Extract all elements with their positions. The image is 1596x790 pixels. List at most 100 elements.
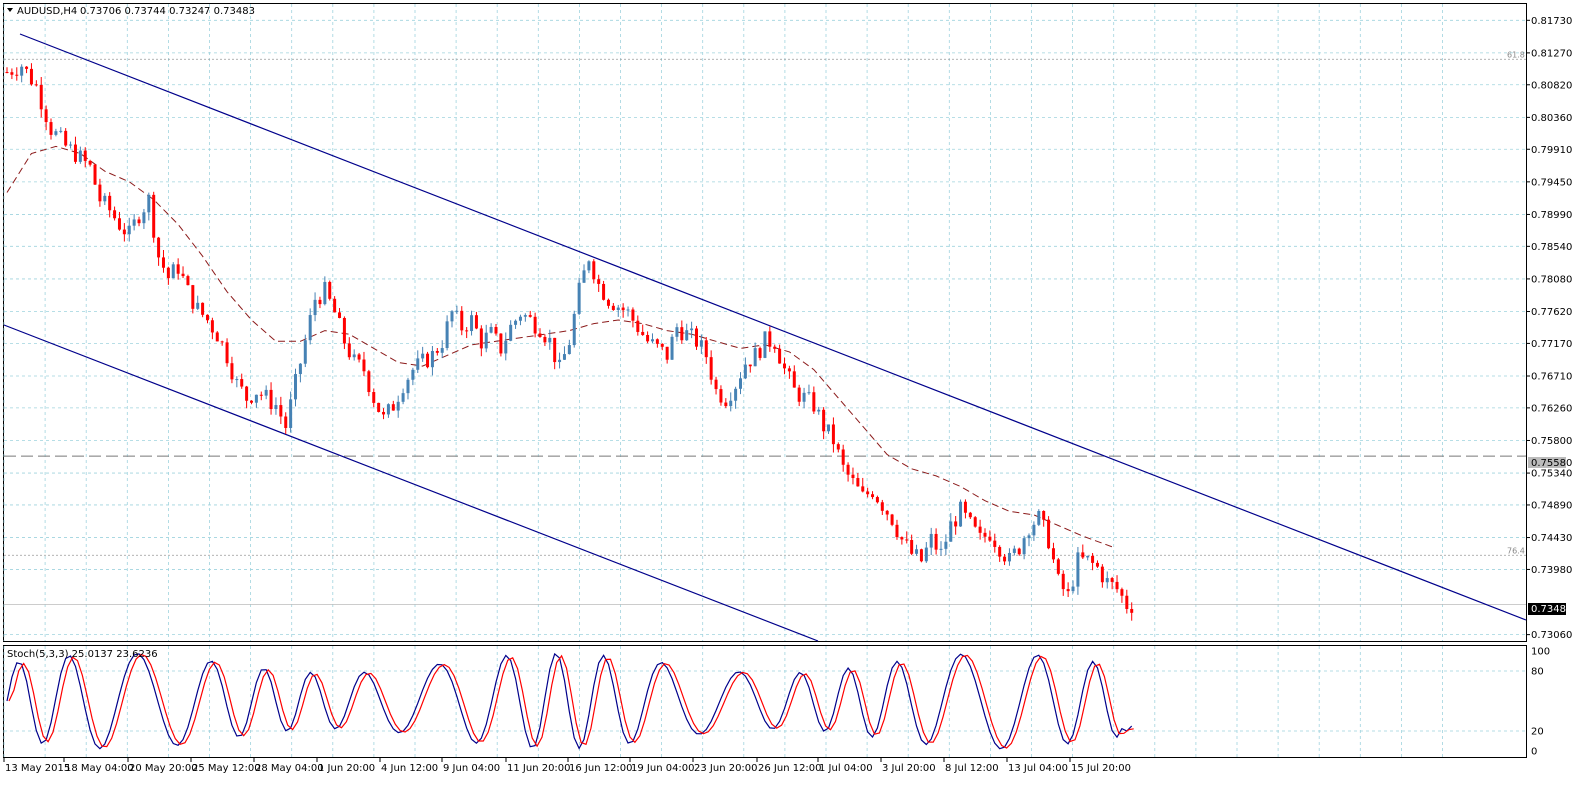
- candle-body: [1066, 589, 1070, 592]
- candle-body: [538, 333, 542, 337]
- candle-body: [1110, 578, 1114, 582]
- candle-body: [313, 299, 317, 316]
- candle-body: [20, 66, 24, 76]
- stoch-main-line: [6, 652, 1133, 750]
- candle-body: [973, 517, 977, 527]
- candle-body: [357, 354, 361, 360]
- dropdown-triangle-icon[interactable]: [7, 8, 13, 12]
- candle-body: [69, 144, 73, 146]
- candle-body: [734, 388, 738, 401]
- candle-body: [230, 363, 234, 380]
- moving-average-line: [6, 145, 1113, 548]
- candle-body: [665, 346, 669, 360]
- candle-body: [367, 371, 371, 393]
- candle-body: [73, 144, 77, 162]
- indicator-plot-frame: [3, 645, 1527, 758]
- candle-body: [1086, 555, 1090, 558]
- candle-body: [548, 337, 552, 343]
- x-tick-label: 13 May 2015: [5, 763, 70, 774]
- candle-body: [875, 497, 879, 503]
- candle-body: [905, 539, 909, 541]
- candle-body: [528, 315, 532, 317]
- indicator-tick-label: 20: [1531, 727, 1544, 738]
- candle-body: [1022, 538, 1026, 555]
- candle-body: [592, 261, 596, 280]
- y-tick-label: 0.79450: [1531, 177, 1572, 188]
- x-tick-label: 25 May 12:00: [192, 763, 261, 774]
- candle-body: [797, 387, 801, 402]
- candle-body: [944, 541, 948, 549]
- candle-body: [822, 409, 826, 432]
- candle-body: [264, 389, 268, 396]
- candle-body: [763, 331, 767, 358]
- candle-body: [694, 328, 698, 347]
- price-levels: 61.8 76.4: [4, 50, 1526, 606]
- x-tick-label: 19 Jun 04:00: [631, 763, 695, 774]
- candle-body: [959, 501, 963, 527]
- candle-body: [1056, 559, 1060, 574]
- candle-body: [83, 150, 87, 161]
- x-tick-label: 13 Jul 04:00: [1008, 763, 1068, 774]
- candle-body: [929, 533, 933, 548]
- candle-body: [382, 411, 386, 415]
- candle-body: [186, 276, 190, 286]
- x-tick-label: 26 Jun 12:00: [758, 763, 822, 774]
- candle-body: [1007, 552, 1011, 562]
- candle-body: [504, 340, 508, 354]
- candle-body: [616, 307, 620, 310]
- candle-body: [396, 401, 400, 411]
- x-tick-label: 11 Jun 20:00: [507, 763, 571, 774]
- candle-body: [455, 310, 459, 312]
- candle-body: [1032, 524, 1036, 536]
- candle-body: [895, 524, 899, 538]
- x-tick-label: 1 Jul 04:00: [819, 763, 873, 774]
- x-tick-label: 3 Jul 20:00: [882, 763, 936, 774]
- candle-body: [768, 331, 772, 347]
- current-price-tag: [1528, 603, 1566, 615]
- candle-body: [328, 281, 332, 299]
- candle-body: [641, 331, 645, 335]
- candle-body: [470, 315, 474, 332]
- candle-body: [758, 348, 762, 358]
- candle-body: [636, 320, 640, 332]
- candle-body: [401, 393, 405, 402]
- candle-body: [646, 334, 650, 342]
- channel-lower-line: [3, 324, 819, 642]
- candle-body: [831, 424, 835, 445]
- candle-body: [421, 353, 425, 359]
- candle-body: [567, 345, 571, 355]
- candle-body: [983, 532, 987, 537]
- candle-body: [655, 339, 659, 344]
- y-tick-label: 0.76710: [1531, 371, 1572, 382]
- indicator-grid: [3, 646, 1526, 757]
- candle-body: [34, 84, 38, 86]
- y-tick-label: 0.75800: [1531, 436, 1572, 447]
- candle-body: [274, 405, 278, 410]
- candle-body: [1105, 578, 1109, 583]
- indicator-label: Stoch(5,3,3) 25.0137 23.6236: [7, 649, 158, 660]
- candle-body: [499, 333, 503, 354]
- candle-body: [294, 374, 298, 400]
- candle-body: [543, 336, 547, 343]
- candles: [5, 63, 1134, 621]
- candle-body: [890, 514, 894, 525]
- level-price-tag: [1528, 457, 1566, 468]
- candle-body: [924, 547, 928, 562]
- candle-body: [29, 68, 33, 85]
- candle-body: [675, 327, 679, 337]
- candle-body: [827, 424, 831, 432]
- y-tick-label: 0.74430: [1531, 533, 1572, 544]
- candle-body: [650, 339, 654, 342]
- candle-body: [939, 548, 943, 550]
- stoch-signal-line: [8, 653, 1134, 749]
- y-tick-label: 0.81270: [1531, 48, 1572, 59]
- candle-body: [670, 336, 674, 360]
- x-tick-label: 1 Jun 20:00: [318, 763, 375, 774]
- candle-body: [5, 72, 9, 74]
- candle-body: [1071, 586, 1075, 592]
- candle-body: [122, 229, 126, 235]
- candle-body: [963, 501, 967, 513]
- candle-body: [377, 402, 381, 412]
- candle-body: [954, 521, 958, 527]
- candle-body: [201, 302, 205, 315]
